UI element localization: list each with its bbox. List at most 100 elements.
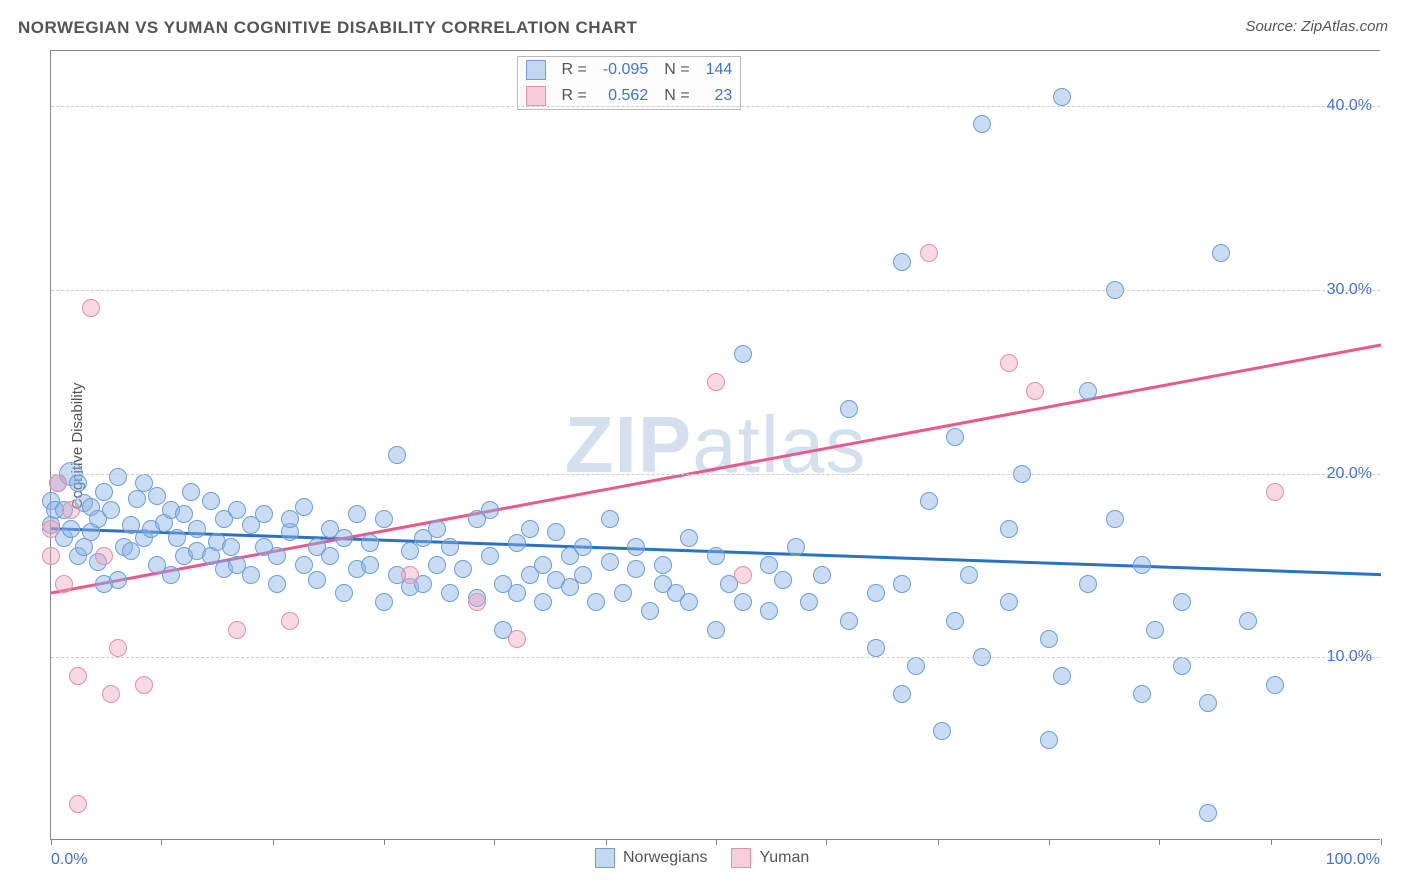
scatter-point	[1040, 630, 1058, 648]
scatter-point	[102, 685, 120, 703]
x-tick-label: 0.0%	[51, 851, 87, 869]
scatter-point	[920, 492, 938, 510]
x-tick	[1271, 839, 1272, 845]
scatter-point	[534, 556, 552, 574]
scatter-point	[641, 602, 659, 620]
scatter-point	[1239, 612, 1257, 630]
scatter-point	[760, 556, 778, 574]
scatter-point	[1040, 731, 1058, 749]
scatter-point	[654, 556, 672, 574]
scatter-point	[42, 520, 60, 538]
scatter-point	[69, 474, 87, 492]
scatter-point	[109, 639, 127, 657]
scatter-point	[1026, 382, 1044, 400]
scatter-point	[148, 487, 166, 505]
legend-swatch-icon	[595, 848, 615, 868]
x-tick	[51, 839, 52, 845]
scatter-point	[295, 498, 313, 516]
scatter-point	[281, 612, 299, 630]
scatter-point	[1266, 483, 1284, 501]
scatter-point	[388, 446, 406, 464]
legend-swatch-icon	[731, 848, 751, 868]
gridline	[51, 290, 1380, 291]
source-label: Source: ZipAtlas.com	[1245, 18, 1388, 35]
legend-label: Yuman	[759, 849, 809, 867]
scatter-point	[574, 538, 592, 556]
scatter-point	[946, 612, 964, 630]
scatter-point	[840, 612, 858, 630]
x-tick-label: 100.0%	[1326, 851, 1380, 869]
scatter-point	[162, 566, 180, 584]
scatter-point	[82, 299, 100, 317]
scatter-point	[946, 428, 964, 446]
gridline	[51, 106, 1380, 107]
scatter-point	[734, 593, 752, 611]
scatter-point	[893, 575, 911, 593]
scatter-point	[601, 510, 619, 528]
scatter-point	[1199, 804, 1217, 822]
scatter-point	[375, 593, 393, 611]
scatter-point	[707, 547, 725, 565]
scatter-point	[375, 510, 393, 528]
scatter-point	[707, 373, 725, 391]
stats-legend: R =-0.095N =144R =0.562N =23	[517, 56, 742, 110]
x-tick	[384, 839, 385, 845]
scatter-point	[734, 345, 752, 363]
scatter-point	[1146, 621, 1164, 639]
scatter-point	[760, 602, 778, 620]
scatter-point	[95, 483, 113, 501]
scatter-point	[508, 534, 526, 552]
scatter-point	[69, 795, 87, 813]
series-legend: NorwegiansYuman	[595, 848, 809, 868]
scatter-point	[49, 474, 67, 492]
scatter-point	[1000, 520, 1018, 538]
y-tick-label: 40.0%	[1327, 97, 1372, 115]
scatter-point	[1079, 382, 1097, 400]
scatter-point	[481, 547, 499, 565]
stats-legend-row: R =-0.095N =144	[518, 57, 741, 83]
scatter-point	[268, 547, 286, 565]
legend-item: Yuman	[731, 848, 809, 868]
scatter-point	[867, 639, 885, 657]
scatter-point	[627, 560, 645, 578]
scatter-point	[468, 593, 486, 611]
scatter-point	[1173, 593, 1191, 611]
scatter-point	[62, 501, 80, 519]
x-tick	[1159, 839, 1160, 845]
scatter-point	[255, 505, 273, 523]
x-tick	[826, 839, 827, 845]
scatter-point	[454, 560, 472, 578]
scatter-point	[547, 523, 565, 541]
scatter-point	[680, 593, 698, 611]
scatter-point	[1212, 244, 1230, 262]
scatter-point	[933, 722, 951, 740]
scatter-point	[1199, 694, 1217, 712]
scatter-point	[1106, 510, 1124, 528]
scatter-point	[481, 501, 499, 519]
scatter-point	[534, 593, 552, 611]
scatter-point	[1053, 667, 1071, 685]
scatter-point	[188, 520, 206, 538]
gridline	[51, 657, 1380, 658]
stats-legend-row: R =0.562N =23	[518, 83, 741, 109]
scatter-point	[893, 253, 911, 271]
scatter-point	[228, 621, 246, 639]
scatter-point	[587, 593, 605, 611]
scatter-point	[242, 566, 260, 584]
x-tick	[938, 839, 939, 845]
x-tick	[273, 839, 274, 845]
scatter-point	[680, 529, 698, 547]
scatter-point	[1133, 556, 1151, 574]
scatter-point	[787, 538, 805, 556]
scatter-point	[1133, 685, 1151, 703]
scatter-point	[128, 490, 146, 508]
x-tick	[606, 839, 607, 845]
scatter-point	[441, 584, 459, 602]
scatter-point	[42, 547, 60, 565]
scatter-point	[907, 657, 925, 675]
legend-swatch-icon	[526, 86, 546, 106]
scatter-point	[401, 566, 419, 584]
scatter-point	[840, 400, 858, 418]
scatter-point	[893, 685, 911, 703]
chart-title: NORWEGIAN VS YUMAN COGNITIVE DISABILITY …	[18, 18, 637, 38]
